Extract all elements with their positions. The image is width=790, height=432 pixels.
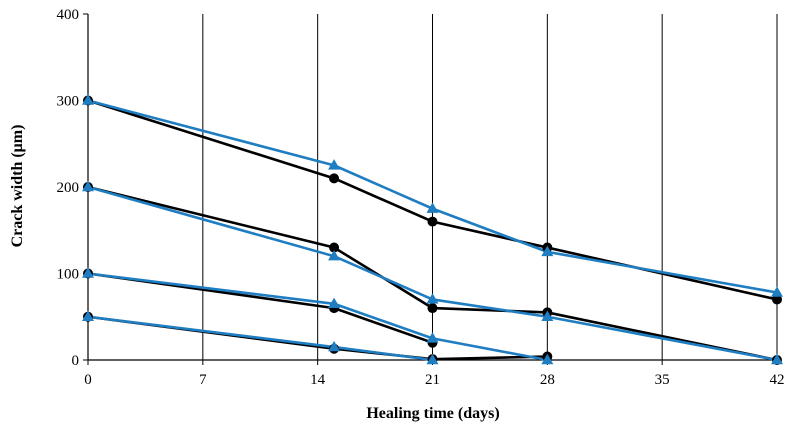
data-point-triangle [426,353,439,365]
data-point-circle [427,303,438,314]
tick-labels: 0 100 200 300 400 0 7 14 21 28 35 42 [57,7,785,388]
x-tick-label: 28 [540,372,555,388]
x-tick-label: 14 [310,372,326,388]
data-point-triangle [328,250,341,261]
series-line-3 [87,272,433,344]
series-markers [82,94,783,365]
y-tick-label: 100 [57,267,80,283]
x-axis-title: Healing time (days) [366,405,499,422]
data-point-triangle [541,310,554,321]
data-point-triangle [328,159,341,170]
x-tick-label: 0 [84,372,92,388]
x-tick-label: 7 [199,372,207,388]
y-axis-title: Crack width (μm) [9,125,26,248]
y-tick-label: 200 [57,180,80,196]
y-tick-label: 300 [57,94,80,110]
data-point-triangle [82,180,94,192]
data-point-triangle [771,286,783,297]
data-point-circle [427,216,438,227]
data-point-triangle [82,267,94,278]
series-line-7 [87,272,548,362]
data-point-triangle [82,310,94,321]
data-point-triangle [426,202,439,213]
data-point-triangle [82,94,94,105]
y-tick-label: 0 [72,353,80,369]
data-point-triangle [328,297,341,308]
data-point-triangle [771,353,783,365]
data-point-triangle [426,293,439,304]
x-tick-label: 42 [770,372,785,388]
data-point-triangle [328,340,341,352]
gridlines [202,14,778,360]
data-point-triangle [426,332,439,343]
x-tick-label: 35 [655,372,670,388]
data-point-triangle [541,353,554,365]
data-point-circle [772,294,782,305]
data-point-circle [329,242,340,253]
data-point-triangle [541,245,554,257]
x-tick-label: 21 [425,372,440,388]
data-point-circle [329,173,340,184]
y-tick-label: 400 [57,7,80,23]
